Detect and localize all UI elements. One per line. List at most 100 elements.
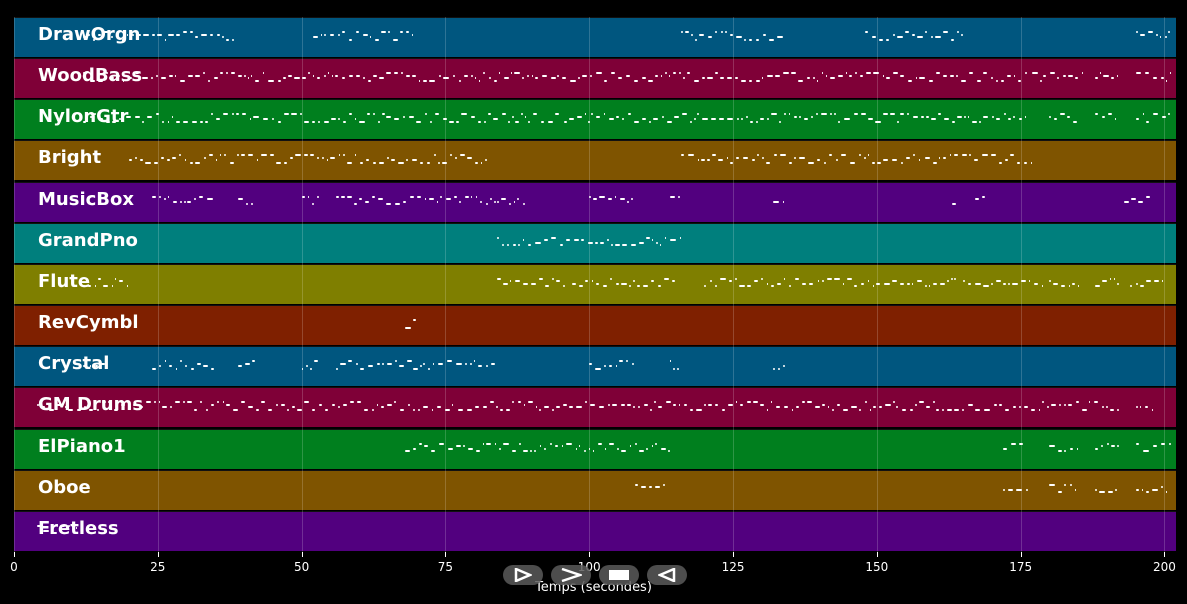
- note: [962, 154, 967, 157]
- note: [933, 401, 935, 404]
- note: [938, 113, 941, 116]
- note: [483, 406, 487, 409]
- note: [244, 74, 246, 77]
- note: [905, 31, 910, 33]
- note: [892, 280, 898, 283]
- note: [990, 154, 997, 157]
- note: [873, 72, 880, 75]
- play-button[interactable]: [551, 565, 591, 585]
- note: [735, 277, 737, 280]
- note: [487, 113, 492, 116]
- note: [607, 198, 612, 201]
- note: [918, 159, 921, 162]
- note: [788, 113, 791, 116]
- note: [967, 403, 973, 406]
- note: [318, 403, 323, 406]
- note: [378, 120, 381, 123]
- note: [1074, 488, 1077, 491]
- note: [154, 401, 156, 404]
- note: [739, 285, 745, 288]
- note: [727, 118, 733, 121]
- note: [254, 79, 259, 82]
- note: [760, 403, 764, 406]
- note: [251, 203, 253, 206]
- note: [883, 282, 890, 285]
- play-outline-button[interactable]: [503, 565, 543, 585]
- note: [896, 120, 899, 123]
- note: [769, 38, 775, 41]
- note: [83, 285, 85, 288]
- note: [496, 406, 498, 409]
- note: [1003, 447, 1008, 450]
- note: [590, 403, 595, 406]
- note: [628, 113, 632, 116]
- note: [75, 527, 78, 530]
- note: [232, 113, 234, 116]
- note: [640, 486, 646, 489]
- note: [1151, 488, 1158, 491]
- note: [494, 442, 497, 445]
- note: [751, 159, 755, 162]
- note: [329, 156, 335, 159]
- note: [1049, 445, 1055, 447]
- stop-button[interactable]: [599, 565, 639, 585]
- note: [863, 156, 866, 159]
- note: [97, 33, 101, 36]
- note: [1095, 77, 1098, 80]
- rewind-button[interactable]: [647, 565, 687, 585]
- note: [796, 406, 800, 409]
- note: [1032, 72, 1038, 75]
- note: [494, 200, 497, 203]
- note: [426, 161, 431, 164]
- note: [202, 365, 209, 368]
- note: [1042, 74, 1046, 77]
- note: [241, 113, 247, 116]
- note: [555, 280, 561, 283]
- note: [518, 442, 521, 445]
- note: [999, 161, 1002, 164]
- note: [551, 77, 556, 80]
- note: [205, 408, 209, 411]
- note: [951, 120, 955, 123]
- note: [861, 113, 867, 116]
- note: [777, 282, 782, 285]
- note: [672, 403, 676, 406]
- note: [304, 401, 309, 404]
- note: [119, 118, 121, 121]
- note: [312, 203, 314, 206]
- note: [470, 362, 472, 365]
- note: [507, 244, 510, 247]
- note: [183, 401, 185, 404]
- note: [478, 79, 481, 82]
- note: [164, 198, 166, 201]
- note: [108, 401, 111, 404]
- note: [654, 401, 656, 404]
- note: [400, 72, 404, 75]
- note: [543, 447, 547, 450]
- note: [629, 445, 632, 447]
- note: [253, 115, 260, 118]
- note: [348, 74, 353, 77]
- note: [677, 367, 679, 370]
- note: [735, 77, 738, 80]
- note: [413, 319, 416, 322]
- note: [325, 408, 329, 411]
- note: [1142, 113, 1145, 116]
- note: [893, 401, 895, 404]
- note: [1146, 195, 1150, 198]
- note: [98, 277, 102, 280]
- note: [730, 33, 734, 36]
- note: [356, 74, 360, 77]
- note: [1064, 403, 1066, 406]
- note: [1049, 115, 1051, 118]
- note: [562, 285, 566, 288]
- note: [387, 362, 393, 365]
- note: [199, 401, 203, 404]
- note: [301, 195, 306, 198]
- note: [1052, 282, 1059, 285]
- note: [780, 154, 786, 157]
- note: [762, 156, 764, 159]
- note: [633, 79, 639, 82]
- note: [1106, 406, 1108, 409]
- note: [1102, 280, 1108, 283]
